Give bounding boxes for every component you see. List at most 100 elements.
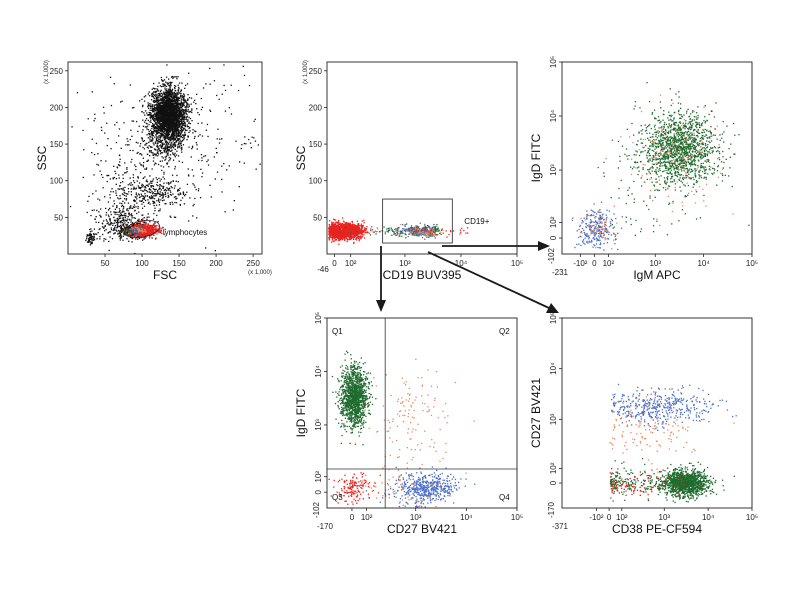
dot-black (142, 223, 145, 225)
dot-black (172, 127, 174, 129)
dot-red (140, 226, 142, 229)
dot-black (162, 135, 164, 137)
dot-black (146, 179, 148, 181)
dot-black (170, 147, 172, 149)
dot-black (158, 134, 160, 137)
dot-black (173, 120, 175, 122)
dot-black (173, 126, 175, 128)
dot-black (164, 107, 166, 109)
dot-black (152, 95, 154, 98)
dot-black (162, 113, 164, 115)
dot-black (173, 99, 176, 101)
dot-black (148, 141, 150, 144)
dot-red (147, 231, 150, 233)
dot-black (168, 102, 170, 104)
dot-black (161, 79, 163, 81)
dot-black (131, 235, 133, 237)
dot-black (159, 116, 161, 119)
dot-black (175, 100, 178, 102)
dot-black (133, 217, 135, 219)
dot-black (174, 116, 177, 118)
dot-black (155, 140, 157, 142)
dot-black (146, 142, 148, 145)
dot-black (104, 132, 106, 134)
dot-black (164, 141, 167, 143)
dot-black (137, 219, 139, 221)
dot-black (188, 105, 190, 108)
dot-black (153, 128, 155, 131)
dot-black (152, 200, 154, 202)
dot-black (153, 188, 155, 190)
dot-black (91, 209, 93, 212)
dot-black (155, 107, 157, 109)
dot-black (146, 123, 148, 125)
dot-black (216, 94, 218, 97)
dot-black (184, 87, 186, 89)
dot-black (173, 122, 175, 124)
dot-black (224, 89, 227, 92)
dot-black (139, 222, 141, 225)
dot-blue (136, 231, 138, 233)
dot-black (121, 202, 123, 205)
dot-black (156, 193, 158, 195)
dot-black (131, 234, 134, 236)
dot-black (148, 134, 151, 136)
dot-black (184, 193, 187, 196)
dot-black (154, 108, 156, 110)
dot-red (147, 223, 149, 225)
dot-black (114, 211, 116, 214)
dot-black (164, 145, 166, 147)
dot-black (159, 120, 161, 122)
dot-black (194, 135, 196, 138)
dot-red (155, 230, 157, 232)
dot-black (159, 106, 161, 108)
dot-black (233, 200, 235, 202)
dot-black (159, 137, 162, 139)
dot-black (123, 223, 125, 225)
dot-black (182, 109, 185, 111)
dot-black (119, 230, 121, 232)
dot-black (181, 114, 183, 116)
dot-black (165, 155, 168, 157)
dot-black (174, 105, 177, 108)
dot-red (137, 235, 140, 237)
dot-black (152, 93, 154, 95)
dot-red (161, 232, 163, 235)
dot-black (174, 168, 176, 170)
dot-orange (141, 232, 144, 234)
dot-black (163, 171, 165, 173)
dot-red (152, 230, 155, 232)
dot-black (169, 190, 171, 192)
dot-black (202, 87, 205, 89)
dot-black (152, 192, 154, 194)
dot-red (150, 226, 152, 228)
dot-black (175, 109, 178, 112)
dot-black (163, 128, 166, 130)
dot-green (126, 229, 128, 232)
dot-black (150, 185, 153, 187)
dot-black (148, 145, 150, 147)
dot-black (170, 100, 172, 103)
dot-black (161, 197, 163, 199)
dot-red (143, 234, 145, 236)
dot-red (124, 232, 126, 234)
dot-black (134, 217, 136, 219)
dot-black (133, 234, 135, 236)
dot-black (118, 210, 121, 213)
dot-black (127, 144, 129, 146)
dot-black (130, 191, 132, 193)
dot-black (87, 240, 90, 242)
dot-black (135, 193, 137, 196)
dot-black (118, 128, 121, 130)
dot-black (187, 119, 189, 121)
dot-black (156, 145, 158, 148)
dot-black (120, 226, 122, 229)
dot-black (175, 76, 178, 78)
dot-black (162, 92, 164, 95)
dot-green (125, 230, 127, 232)
dot-black (173, 92, 176, 94)
dot-black (171, 131, 174, 134)
dot-black (107, 138, 109, 140)
dot-black (161, 101, 163, 103)
dot-black (167, 93, 170, 95)
